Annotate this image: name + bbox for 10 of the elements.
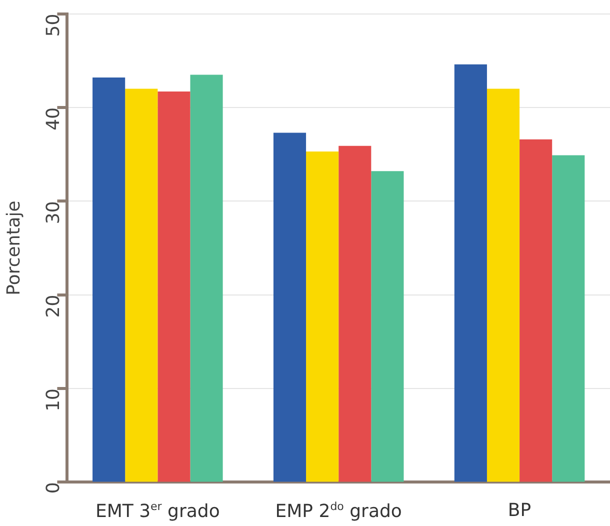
y-tick-label: 40	[42, 107, 64, 130]
x-tick-label: EMT 3$^{er}$ grado	[95, 500, 220, 522]
x-tick-label: EMP 2$^{do}$ grado	[275, 500, 402, 522]
y-axis-title: Porcentaje	[3, 200, 24, 296]
x-tick-label: BP	[508, 500, 532, 521]
y-tick-label: 30	[42, 201, 64, 224]
y-tick-label: 20	[42, 294, 64, 318]
y-tick-label: 0	[42, 482, 64, 494]
y-tick-label: 10	[42, 388, 64, 412]
y-tick-label: 50	[42, 14, 64, 37]
